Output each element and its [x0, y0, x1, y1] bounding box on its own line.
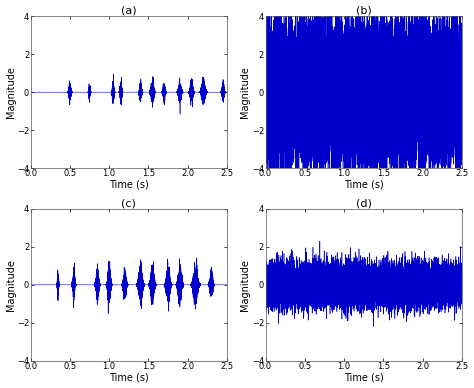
Title: (d): (d) [356, 198, 372, 208]
Title: (a): (a) [121, 5, 137, 16]
X-axis label: Time (s): Time (s) [109, 372, 149, 383]
Y-axis label: Magnitude: Magnitude [6, 259, 16, 311]
X-axis label: Time (s): Time (s) [344, 180, 383, 190]
Title: (b): (b) [356, 5, 372, 16]
Y-axis label: Magnitude: Magnitude [240, 66, 250, 118]
Y-axis label: Magnitude: Magnitude [6, 66, 16, 118]
Y-axis label: Magnitude: Magnitude [240, 259, 250, 311]
Title: (c): (c) [121, 198, 136, 208]
X-axis label: Time (s): Time (s) [344, 372, 383, 383]
X-axis label: Time (s): Time (s) [109, 180, 149, 190]
